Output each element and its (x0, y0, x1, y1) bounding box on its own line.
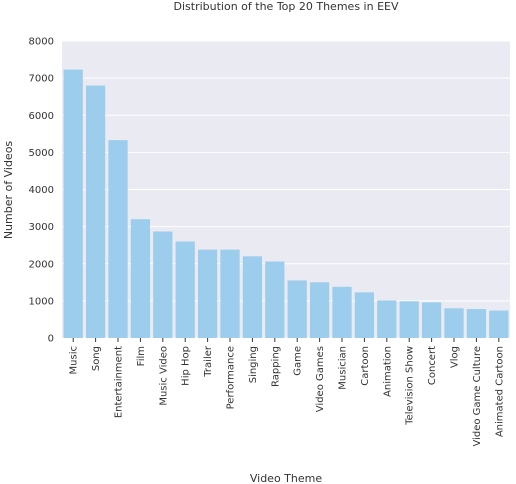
y-axis-ticks: 0 1000 2000 3000 4000 5000 6000 7000 8000 (29, 37, 54, 345)
bar (63, 69, 83, 339)
y-tick-label: 4000 (29, 185, 54, 196)
bar (399, 301, 419, 338)
chart-title: Distribution of the Top 20 Themes in EEV (174, 0, 399, 13)
x-tick-label: Music (69, 346, 80, 374)
x-tick-label: Musician (338, 346, 349, 390)
x-tick-label: Film (136, 346, 147, 366)
x-tick-label: Singing (248, 346, 259, 383)
y-tick-label: 8000 (29, 37, 54, 48)
bar (287, 280, 307, 338)
bar (354, 292, 375, 338)
x-tick-label: Cartoon (360, 346, 371, 386)
x-tick-label: Hip Hop (181, 346, 192, 386)
bar (265, 261, 285, 338)
bar (421, 302, 442, 338)
bar (130, 219, 151, 338)
bar (220, 249, 240, 338)
x-tick-label: Television Show (405, 346, 416, 426)
x-tick-label: Vlog (450, 346, 461, 368)
x-tick-label: Entertainment (114, 346, 125, 418)
bar (309, 282, 330, 338)
y-tick-label: 0 (48, 334, 54, 345)
bar (108, 140, 128, 338)
y-axis-label: Number of Videos (2, 141, 15, 240)
bar (175, 241, 195, 338)
x-tick-label: Video Games (315, 346, 326, 412)
bar (197, 249, 218, 338)
x-tick-label: Song (91, 346, 102, 371)
bar (444, 308, 464, 338)
x-tick-label: Trailer (203, 345, 214, 378)
x-tick-label: Animation (382, 346, 393, 397)
y-tick-label: 2000 (29, 259, 54, 270)
bar (242, 256, 263, 338)
y-tick-label: 7000 (29, 74, 54, 85)
bar (489, 310, 509, 338)
bar (85, 85, 106, 338)
bar (153, 231, 173, 338)
x-tick-label: Game (293, 346, 304, 376)
y-tick-label: 3000 (29, 222, 54, 233)
x-tick-label: Rapping (270, 346, 281, 387)
bar (377, 300, 397, 338)
x-tick-label: Performance (226, 346, 237, 409)
y-tick-label: 1000 (29, 296, 54, 307)
bars (63, 69, 509, 339)
y-tick-label: 6000 (29, 111, 54, 122)
x-tick-label: Video Game Culture (472, 346, 483, 447)
x-tick-label: Concert (427, 346, 438, 385)
x-axis-label: Video Theme (250, 472, 322, 484)
bar (466, 309, 487, 338)
x-axis-ticks: Music Song Entertainment Film Music Video Hip… (69, 338, 505, 447)
x-tick-label: Music Video (158, 346, 169, 406)
x-tick-label: Animated Cartoon (494, 346, 505, 437)
bar (332, 286, 352, 338)
y-tick-label: 5000 (29, 148, 54, 159)
